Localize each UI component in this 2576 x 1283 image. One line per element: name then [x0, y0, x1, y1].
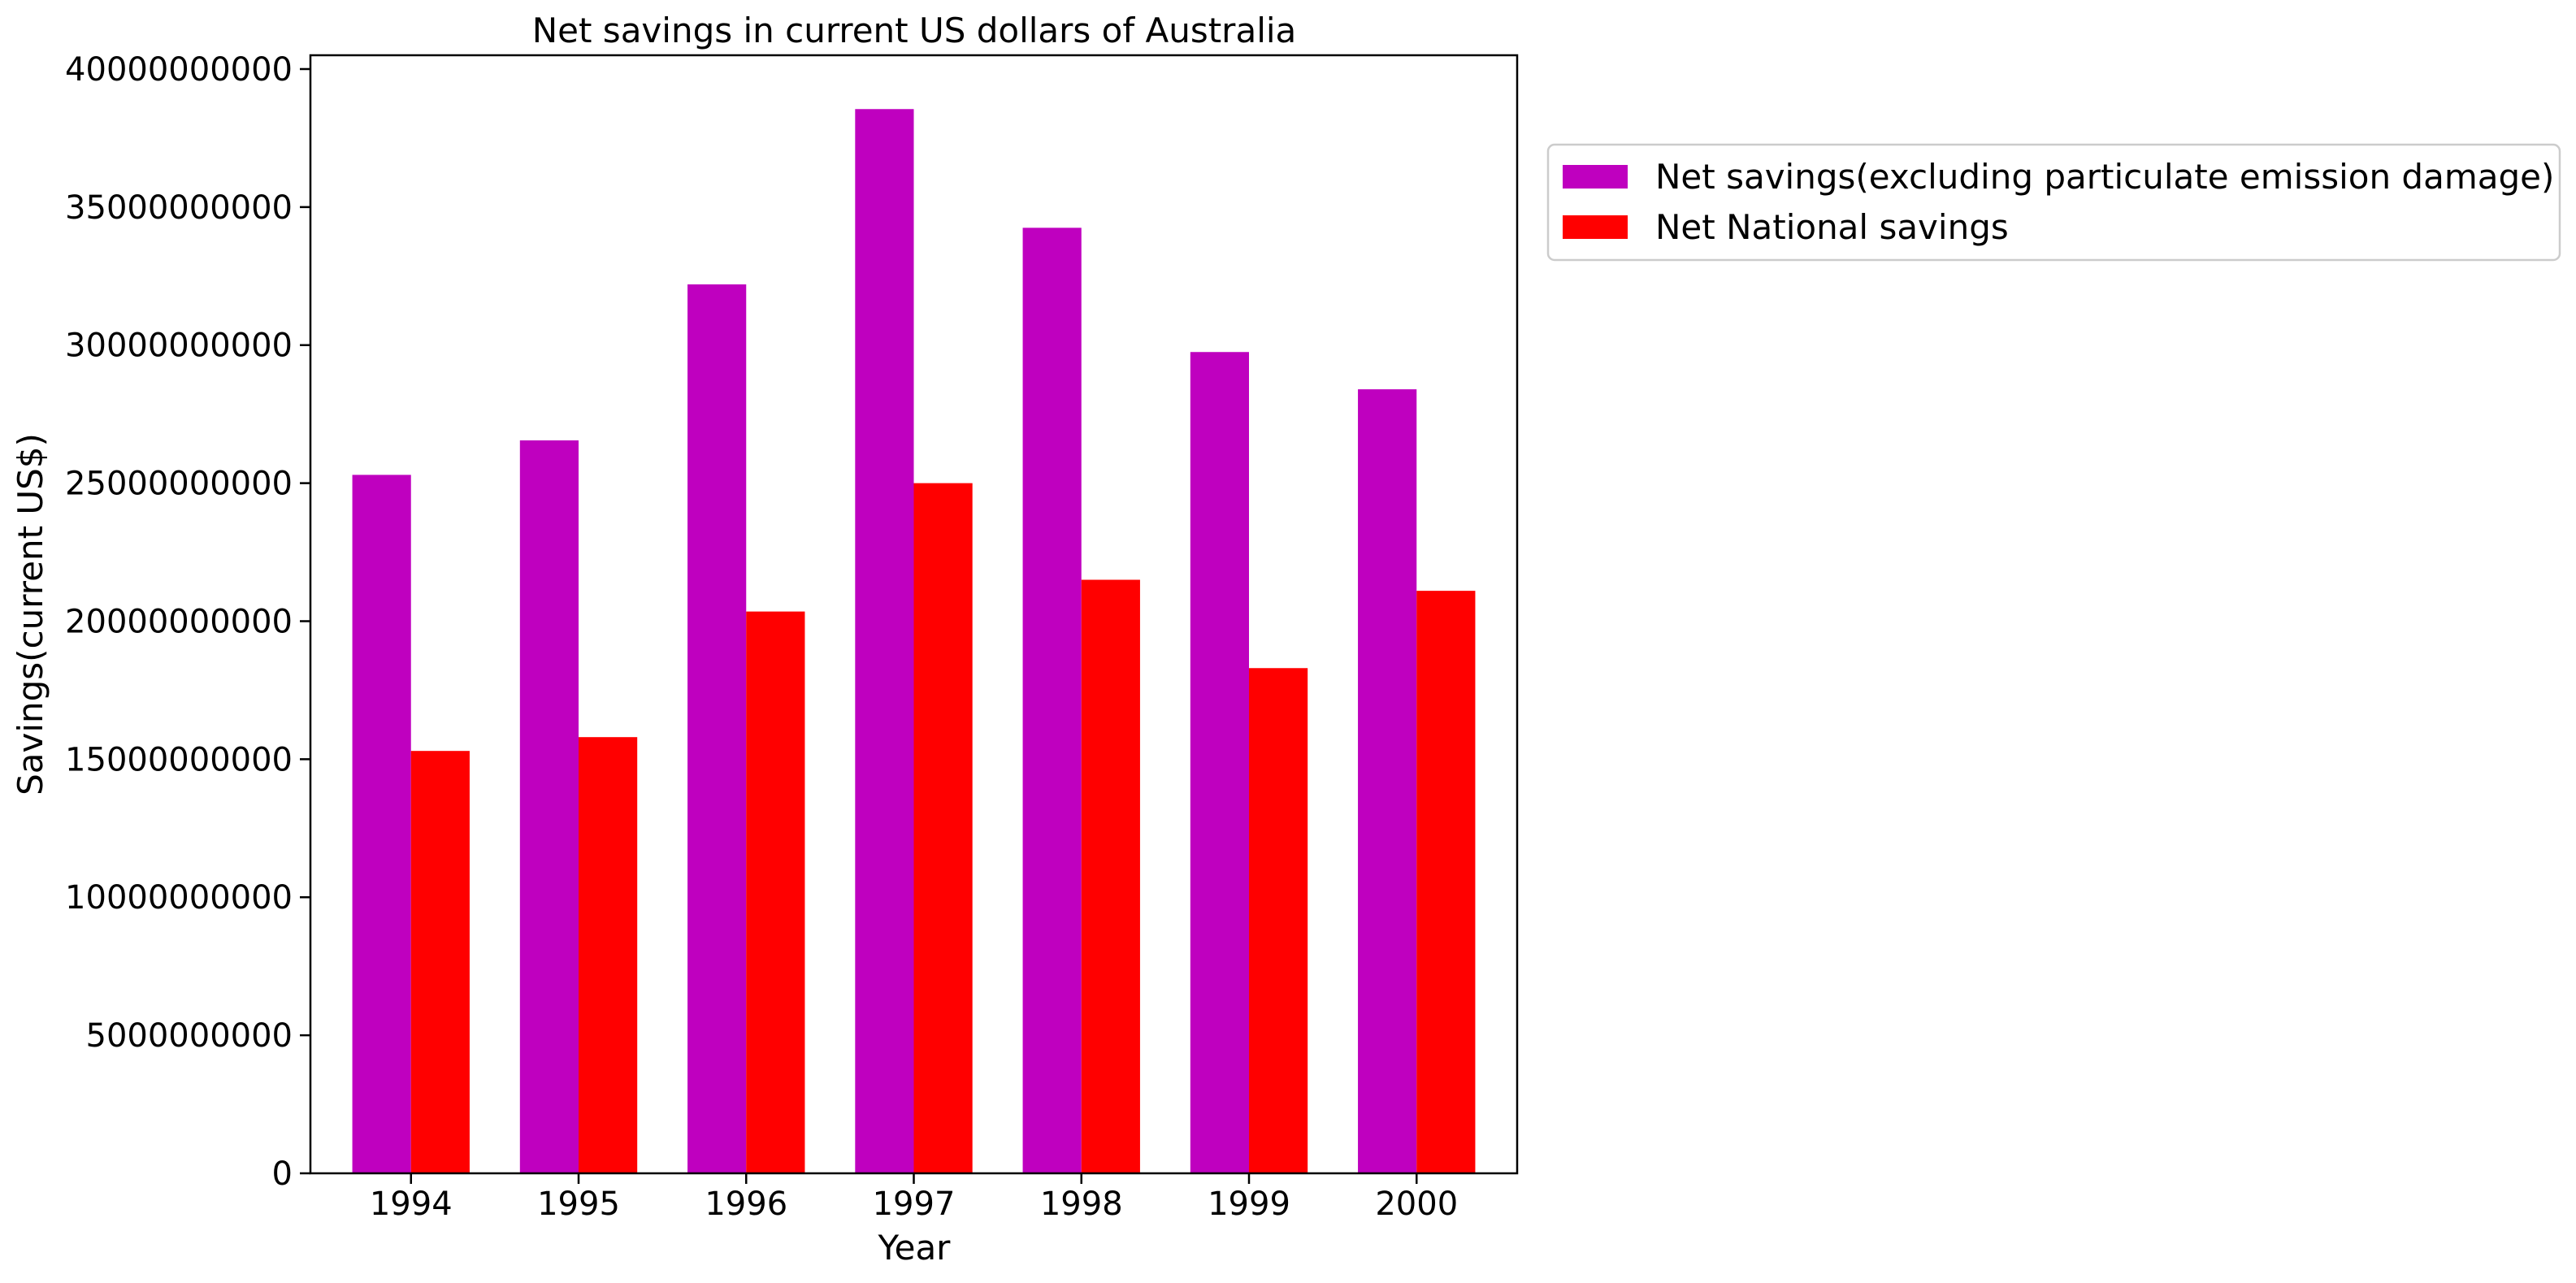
- x-tick-label: 1994: [370, 1185, 453, 1223]
- x-tick-label: 1995: [537, 1185, 620, 1223]
- bar-series1-1994: [410, 751, 470, 1173]
- legend-frame: [1546, 143, 2561, 262]
- bar-series0-2000: [1358, 389, 1417, 1174]
- bar-series0-1995: [519, 440, 579, 1173]
- x-tick-label: 1999: [1208, 1185, 1290, 1223]
- y-tick-label: 30000000000: [65, 327, 293, 365]
- legend-label-net-savings-excl-damage: Net savings(excluding particulate emissi…: [1655, 157, 2554, 197]
- bar-series1-1996: [746, 611, 805, 1173]
- bar-series1-2000: [1416, 591, 1476, 1173]
- y-axis-title: Savings(current US$): [11, 433, 50, 795]
- x-tick-label: 1998: [1040, 1185, 1123, 1223]
- bar-series0-1998: [1022, 228, 1082, 1173]
- y-tick-label: 35000000000: [65, 189, 293, 227]
- y-tick-label: 0: [272, 1155, 293, 1193]
- y-tick-label: 10000000000: [65, 879, 293, 917]
- legend-label-net-national-savings: Net National savings: [1655, 207, 2009, 247]
- bar-series1-1997: [913, 483, 973, 1173]
- y-tick-label: 5000000000: [86, 1017, 293, 1055]
- y-tick-label: 25000000000: [65, 466, 293, 503]
- bar-series1-1999: [1249, 668, 1308, 1173]
- legend-swatch-net-savings-excl-damage: [1563, 165, 1628, 189]
- chart-title: Net savings in current US dollars of Aus…: [532, 11, 1297, 50]
- x-axis-title: Year: [878, 1228, 952, 1268]
- bars-layer: [352, 109, 1476, 1174]
- y-axis: 0 5000000000 10000000000 15000000000 2000000…: [65, 51, 310, 1193]
- bar-series0-1996: [687, 284, 747, 1173]
- bar-series1-1998: [1081, 579, 1140, 1173]
- x-tick-label: 1997: [873, 1185, 956, 1223]
- x-tick-label: 2000: [1375, 1185, 1458, 1223]
- legend-swatch-net-national-savings: [1563, 215, 1628, 239]
- y-tick-label: 40000000000: [65, 51, 293, 89]
- y-tick-label: 15000000000: [65, 741, 293, 778]
- legend: Net savings(excluding particulate emissi…: [1546, 143, 2561, 262]
- y-tick-label: 20000000000: [65, 603, 293, 640]
- x-tick-label: 1996: [705, 1185, 787, 1223]
- bar-series0-1997: [855, 109, 914, 1174]
- bar-series0-1999: [1190, 352, 1249, 1173]
- bar-series1-1995: [579, 737, 638, 1173]
- x-axis: 1994 1995 1996 1997 1998 1999 2000: [370, 1173, 1458, 1223]
- bar-series0-1994: [352, 475, 411, 1173]
